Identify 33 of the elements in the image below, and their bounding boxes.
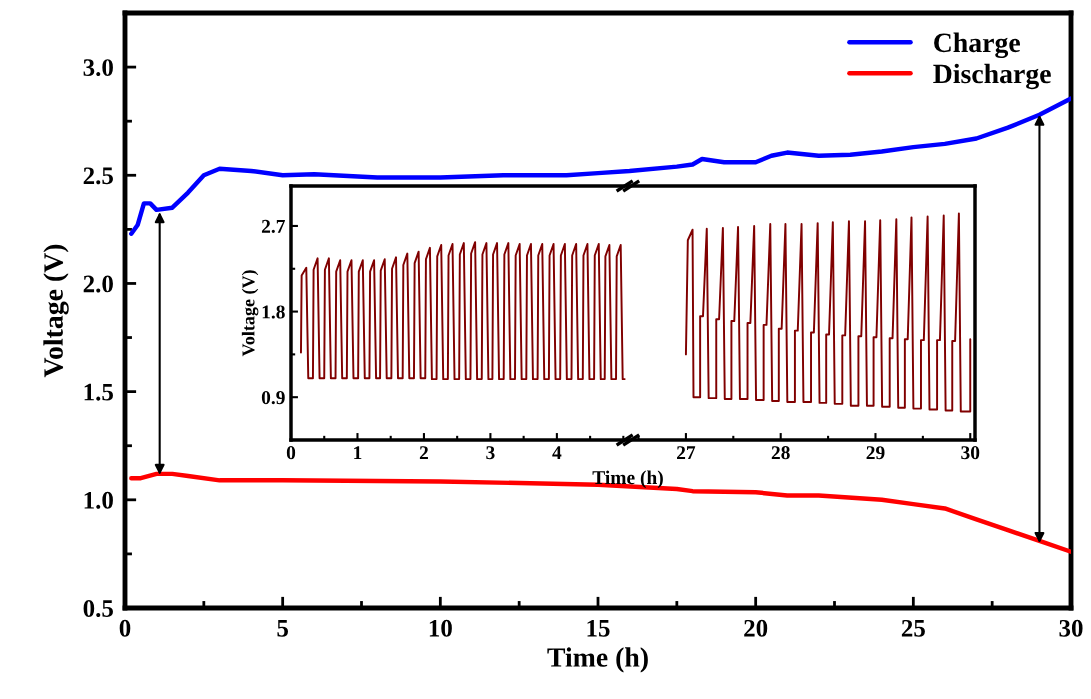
x-tick-label: 4 (552, 446, 562, 460)
y-axis-title: Voltage (V) (43, 244, 69, 378)
x-tick-label: 3 (486, 446, 495, 460)
y-tick-label: 1.5 (84, 383, 113, 401)
y-tick-label: 1.0 (84, 491, 113, 509)
legend-label: Charge (934, 32, 1020, 59)
x-tick-label: 0 (119, 619, 131, 637)
y-tick-label: 3.0 (83, 59, 113, 77)
legend-label: Discharge (933, 63, 1051, 90)
x-tick-label: 27 (677, 446, 696, 460)
line-series (129, 96, 1071, 236)
x-tick-label: 25 (901, 619, 925, 637)
x-axis-title: Time (h) (592, 470, 663, 489)
x-tick-label: 15 (587, 619, 610, 637)
y-tick-label: 2.5 (83, 167, 113, 185)
x-tick-label: 28 (771, 446, 790, 460)
x-axis-title: Time (h) (547, 647, 648, 673)
x-tick-label: 30 (1059, 619, 1083, 637)
y-tick-label: 0.5 (83, 600, 113, 618)
x-tick-label: 10 (429, 619, 452, 637)
y-axis-title: Voltage (V) (241, 270, 259, 357)
x-tick-label: 29 (866, 446, 885, 460)
x-tick-label: 5 (277, 620, 288, 637)
x-tick-label: 30 (961, 446, 980, 460)
x-tick-label: 2 (419, 446, 428, 460)
y-tick-label: 2.0 (83, 275, 113, 293)
line-series (300, 241, 626, 381)
x-tick-label: 1 (354, 446, 362, 460)
y-tick-label: 0.9 (261, 391, 285, 405)
x-tick-label: 20 (744, 619, 768, 637)
y-tick-label: 1.8 (262, 305, 285, 319)
y-tick-label: 2.7 (261, 219, 285, 233)
x-tick-label: 0 (286, 446, 296, 460)
